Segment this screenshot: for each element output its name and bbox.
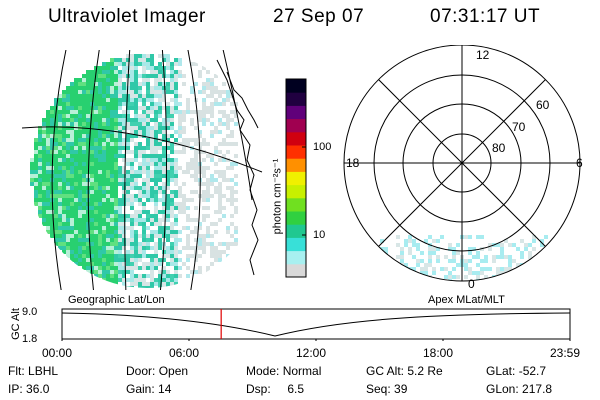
colorbar-tick-10: 10 xyxy=(313,229,326,241)
color-scale-block xyxy=(286,197,306,212)
gc-alt-tick-bottom: 1.8 xyxy=(22,333,38,345)
info-dsp: Dsp: 6.5 xyxy=(246,382,305,396)
color-scale-bar xyxy=(285,78,307,278)
color-scale-block xyxy=(286,92,306,106)
geographic-caption: Geographic Lat/Lon xyxy=(68,294,165,306)
info-ip: IP: 36.0 xyxy=(8,382,50,396)
color-scale-block xyxy=(286,105,306,120)
gc-alt-tick-top: 9.0 xyxy=(22,306,38,318)
info-seq: Seq: 39 xyxy=(366,382,408,396)
lat-lon-grid xyxy=(22,50,263,290)
color-scale-block xyxy=(286,118,306,133)
time-tick-2359: 23:59 xyxy=(550,346,581,360)
color-scale-block xyxy=(286,79,306,93)
mlt-label-12: 12 xyxy=(476,48,490,62)
polar-auroral-emission xyxy=(380,235,552,281)
info-gc-alt: GC Alt: 5.2 Re xyxy=(366,364,443,378)
color-scale-block xyxy=(286,263,306,278)
colorbar-tick-100: 100 xyxy=(313,141,332,153)
geographic-globe-image xyxy=(22,50,263,290)
mlt-label-18: 18 xyxy=(346,156,360,170)
polar-mlat-mlt-plot xyxy=(343,45,581,282)
gc-alt-axis-title: GC Alt xyxy=(10,308,22,340)
apex-caption: Apex MLat/MLT xyxy=(428,294,505,306)
colorbar-unit-label: photon cm⁻²s⁻¹ xyxy=(271,158,284,235)
date-label: 27 Sep 07 xyxy=(273,6,365,27)
color-scale-block xyxy=(286,250,306,265)
instrument-title: Ultraviolet Imager xyxy=(48,6,206,27)
color-scale-block xyxy=(286,171,306,186)
auroral-emission-map xyxy=(30,54,238,288)
color-scale-block xyxy=(286,224,306,238)
color-scale-blocks xyxy=(286,79,306,278)
mlt-label-0: 0 xyxy=(468,277,475,291)
coastline xyxy=(216,59,259,276)
color-scale-block xyxy=(286,131,306,146)
mlt-label-6: 6 xyxy=(576,156,583,170)
mlat-label-80: 80 xyxy=(492,141,506,155)
info-filter: Flt: LBHL xyxy=(8,364,59,378)
info-gain: Gain: 14 xyxy=(126,382,172,396)
color-scale-block xyxy=(286,158,306,172)
mlat-label-60: 60 xyxy=(536,98,550,112)
time-tick-1200: 12:00 xyxy=(296,346,327,360)
time-tick-0600: 06:00 xyxy=(169,346,200,360)
info-glat: GLat: -52.7 xyxy=(486,364,547,378)
info-mode: Mode: Normal xyxy=(246,364,322,378)
color-scale-block xyxy=(286,237,306,252)
time-label: 07:31:17 UT xyxy=(430,6,541,27)
time-tick-0000: 00:00 xyxy=(42,346,73,360)
color-scale-block xyxy=(286,184,306,199)
info-door: Door: Open xyxy=(126,364,189,378)
time-tick-1800: 18:00 xyxy=(423,346,454,360)
info-glon: GLon: 217.8 xyxy=(486,382,553,396)
color-scale-block xyxy=(286,145,306,159)
color-scale-block xyxy=(286,211,306,225)
gc-alt-timeline-plot xyxy=(61,308,571,341)
mlat-label-70: 70 xyxy=(512,120,526,134)
